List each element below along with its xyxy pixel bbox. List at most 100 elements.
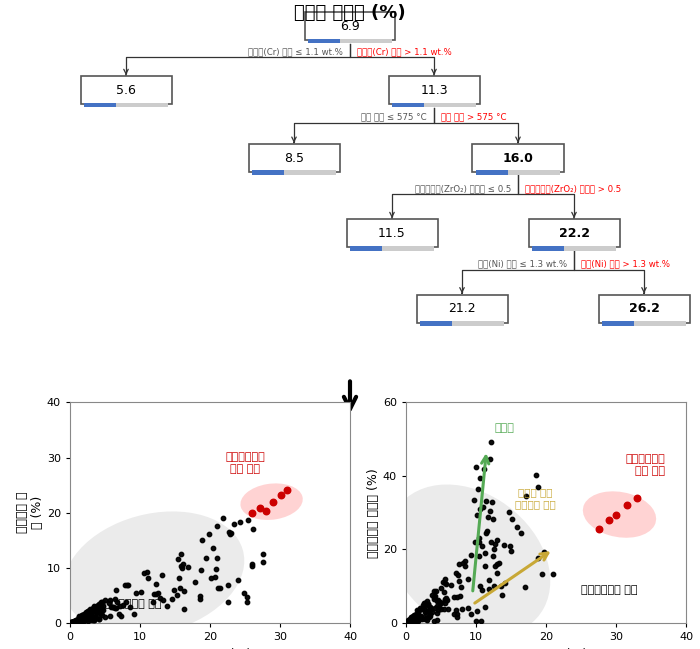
Point: [491, 567, 503, 578]
Point: [77, 613, 88, 624]
Point: [172, 590, 183, 600]
Point: [80, 607, 92, 617]
Point: [419, 613, 430, 624]
Point: [223, 580, 234, 591]
Point: [88, 604, 99, 615]
Point: [87, 613, 98, 624]
Text: 데이터베이스 촉매: 데이터베이스 촉매: [581, 585, 637, 595]
Point: [482, 512, 493, 522]
Point: [450, 567, 461, 578]
Point: [489, 561, 500, 572]
Point: [404, 616, 415, 626]
Text: 21.2: 21.2: [448, 302, 476, 315]
Point: [71, 615, 82, 625]
Point: [81, 614, 92, 624]
Text: 니쾈(Ni) 함량 > 1.3 wt.%: 니쾈(Ni) 함량 > 1.3 wt.%: [581, 260, 670, 269]
Point: [178, 585, 190, 596]
FancyBboxPatch shape: [416, 295, 508, 323]
Text: 8.5: 8.5: [284, 152, 304, 165]
Point: [69, 617, 80, 627]
Point: [88, 602, 99, 612]
Point: [97, 605, 108, 615]
Point: [208, 543, 219, 554]
Point: [93, 614, 104, 624]
Point: [405, 616, 416, 626]
Point: [89, 615, 100, 625]
Point: [465, 550, 476, 560]
Point: [74, 613, 85, 624]
Text: 반응 온도 > 575 °C: 반응 온도 > 575 °C: [441, 113, 507, 122]
Point: [410, 612, 421, 622]
Point: [400, 618, 412, 628]
Point: [416, 613, 428, 623]
Point: [424, 611, 435, 622]
Point: [69, 617, 80, 627]
Point: [416, 614, 428, 624]
Point: [154, 593, 165, 603]
Point: [156, 570, 167, 580]
Text: 프로판 산화
탈수소화 반응: 프로판 산화 탈수소화 반응: [515, 487, 556, 509]
Point: [413, 606, 424, 616]
Point: [452, 609, 463, 619]
Point: [459, 556, 470, 567]
Point: [143, 572, 154, 583]
Point: [491, 559, 503, 570]
Point: [431, 595, 442, 606]
Point: [477, 541, 488, 551]
Point: [404, 618, 415, 628]
Point: [75, 613, 86, 623]
Point: [521, 491, 532, 501]
Point: [452, 593, 463, 603]
FancyBboxPatch shape: [528, 219, 620, 247]
Point: [92, 611, 103, 621]
Ellipse shape: [583, 491, 656, 538]
Point: [400, 618, 412, 628]
Point: [401, 617, 412, 628]
FancyBboxPatch shape: [382, 245, 434, 251]
Point: [99, 594, 111, 605]
Point: [401, 617, 412, 628]
Point: [110, 594, 121, 604]
Text: 26.2: 26.2: [629, 302, 659, 315]
Point: [411, 609, 422, 619]
Point: [406, 613, 417, 624]
FancyBboxPatch shape: [116, 103, 168, 108]
Point: [119, 580, 130, 590]
Y-axis label: 프로필렌 수
율 (%): 프로필렌 수 율 (%): [16, 492, 44, 533]
Point: [493, 558, 504, 569]
Point: [403, 615, 414, 626]
Point: [203, 529, 214, 539]
Text: 지르코니아(ZrO₂) 담지체 > 0.5: 지르코니아(ZrO₂) 담지체 > 0.5: [525, 184, 622, 193]
Point: [70, 617, 81, 627]
Text: 5.6: 5.6: [116, 84, 136, 97]
Point: [281, 484, 293, 495]
Point: [477, 585, 488, 595]
Point: [435, 597, 446, 607]
Point: [161, 600, 172, 611]
Point: [82, 616, 93, 626]
Point: [432, 601, 443, 611]
Point: [485, 437, 496, 447]
Point: [483, 574, 494, 585]
Point: [130, 588, 141, 598]
Point: [135, 587, 146, 597]
Point: [439, 578, 450, 588]
Point: [260, 506, 272, 516]
Point: [105, 602, 116, 612]
Text: 프로판 전환율 (%): 프로판 전환율 (%): [294, 4, 406, 22]
Point: [67, 617, 78, 628]
Point: [441, 594, 452, 605]
FancyBboxPatch shape: [392, 103, 424, 108]
FancyBboxPatch shape: [602, 321, 634, 326]
Point: [116, 611, 127, 622]
Point: [468, 495, 480, 506]
Point: [66, 617, 78, 628]
Point: [423, 598, 434, 609]
Point: [223, 596, 234, 607]
Point: [504, 507, 515, 517]
X-axis label: 프로파너 전환율 (%): 프로파너 전환율 (%): [505, 648, 587, 649]
Point: [477, 502, 489, 512]
Point: [547, 569, 559, 580]
Point: [404, 617, 415, 627]
Point: [455, 582, 466, 593]
